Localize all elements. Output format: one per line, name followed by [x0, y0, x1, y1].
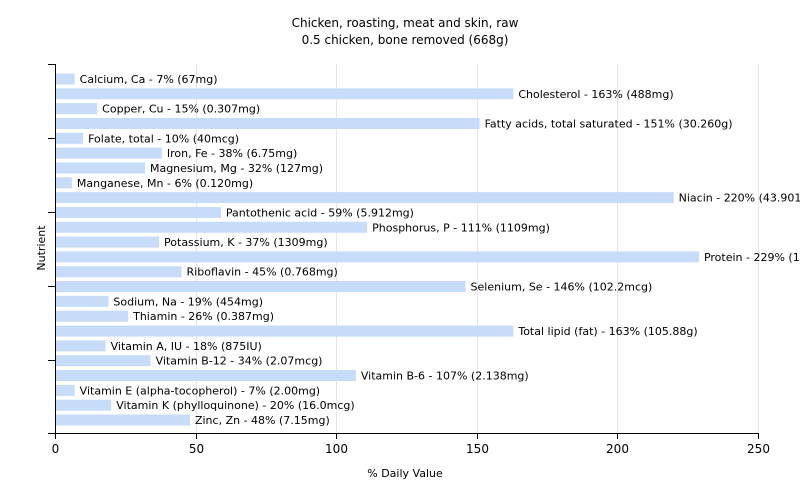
- bar-label-0: Calcium, Ca - 7% (67mg): [80, 73, 218, 86]
- bar-label-21: Vitamin E (alpha-tocopherol) - 7% (2.00m…: [80, 384, 320, 397]
- bar-label-5: Iron, Fe - 38% (6.75mg): [167, 147, 297, 160]
- bar-label-2: Copper, Cu - 15% (0.307mg): [102, 103, 260, 116]
- bar-0: [55, 73, 75, 85]
- bar-23: [55, 414, 190, 426]
- bar-label-17: Total lipid (fat) - 163% (105.88g): [517, 325, 697, 338]
- y-axis-label: Nutrient: [35, 225, 48, 271]
- bar-18: [55, 340, 106, 352]
- bar-label-6: Magnesium, Mg - 32% (127mg): [150, 162, 323, 175]
- bar-20: [55, 370, 356, 382]
- bar-22: [55, 399, 112, 411]
- bar-11: [55, 236, 160, 248]
- x-tick-label-5: 250: [747, 442, 770, 456]
- bar-label-10: Phosphorus, P - 111% (1109mg): [372, 221, 550, 234]
- bar-21: [55, 384, 75, 396]
- bar-label-23: Zinc, Zn - 48% (7.15mg): [195, 414, 330, 427]
- bar-7: [55, 177, 72, 189]
- bar-label-3: Fatty acids, total saturated - 151% (30.…: [485, 117, 733, 130]
- bar-label-16: Thiamin - 26% (0.387mg): [132, 310, 274, 323]
- bar-5: [55, 147, 162, 159]
- bar-14: [55, 281, 466, 293]
- x-axis-label: % Daily Value: [367, 467, 443, 480]
- bar-label-22: Vitamin K (phylloquinone) - 20% (16.0mcg…: [116, 399, 354, 412]
- bar-label-20: Vitamin B-6 - 107% (2.138mg): [361, 370, 529, 383]
- chart-subtitle: 0.5 chicken, bone removed (668g): [302, 33, 509, 47]
- bar-label-13: Riboflavin - 45% (0.768mg): [187, 266, 338, 279]
- bar-1: [55, 88, 514, 100]
- x-tick-label-1: 50: [189, 442, 204, 456]
- bar-label-18: Vitamin A, IU - 18% (875IU): [111, 340, 262, 353]
- x-tick-label-4: 200: [606, 442, 629, 456]
- bar-13: [55, 266, 182, 278]
- bar-label-11: Potassium, K - 37% (1309mg): [164, 236, 328, 249]
- axes-layer: 0 50 100 150 200 250: [48, 64, 770, 456]
- x-tick-label-3: 150: [466, 442, 489, 456]
- bar-label-9: Pantothenic acid - 59% (5.912mg): [226, 206, 414, 219]
- chart-title: Chicken, roasting, meat and skin, raw: [292, 16, 519, 30]
- bar-3: [55, 117, 480, 129]
- bar-label-1: Cholesterol - 163% (488mg): [518, 88, 673, 101]
- x-tick-label-2: 100: [325, 442, 348, 456]
- bars-layer: Calcium, Ca - 7% (67mg) Cholesterol - 163…: [55, 73, 800, 427]
- bar-17: [55, 325, 514, 337]
- bar-label-14: Selenium, Se - 146% (102.2mcg): [471, 281, 653, 294]
- bar-4: [55, 132, 84, 144]
- bar-8: [55, 192, 674, 204]
- bar-6: [55, 162, 145, 174]
- bar-19: [55, 355, 151, 367]
- bar-label-8: Niacin - 220% (43.901mg): [679, 192, 800, 205]
- bar-2: [55, 103, 98, 115]
- x-tick-label-0: 0: [52, 442, 60, 456]
- bar-15: [55, 295, 109, 307]
- bar-16: [55, 310, 129, 322]
- bar-label-7: Manganese, Mn - 6% (0.120mg): [77, 177, 253, 190]
- bar-label-19: Vitamin B-12 - 34% (2.07mcg): [156, 355, 323, 368]
- bar-label-4: Folate, total - 10% (40mcg): [88, 132, 239, 145]
- bar-label-12: Protein - 229% (114.50g): [704, 251, 800, 264]
- bar-10: [55, 221, 368, 233]
- bar-12: [55, 251, 699, 263]
- bar-label-15: Sodium, Na - 19% (454mg): [113, 295, 263, 308]
- bar-9: [55, 206, 221, 218]
